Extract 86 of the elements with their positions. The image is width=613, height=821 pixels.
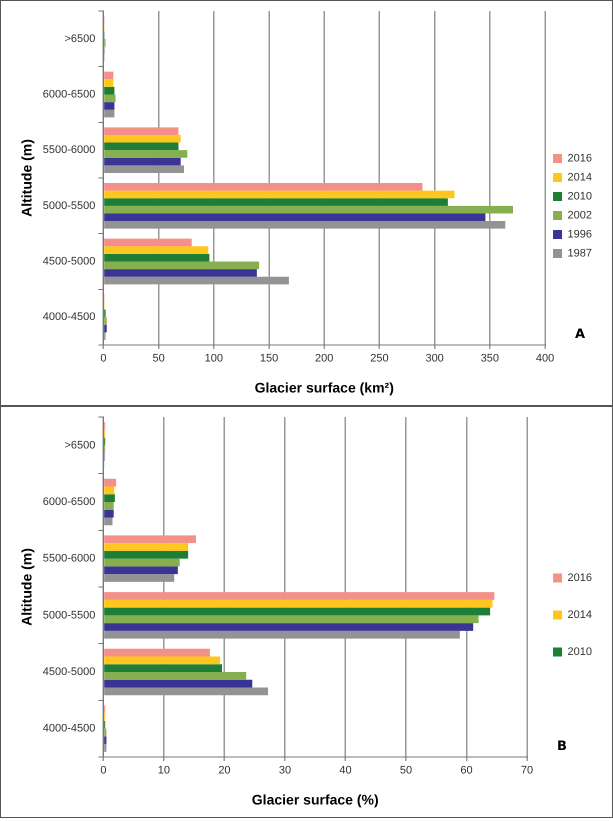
legend-label: 2014	[568, 609, 592, 622]
y-tick-label: 4500-5000	[42, 256, 96, 268]
bar	[104, 86, 114, 94]
y-tick-label: >6500	[64, 32, 96, 45]
bar	[104, 680, 252, 688]
legend-label: 1987	[568, 248, 592, 260]
bar	[104, 262, 260, 270]
bar	[104, 486, 114, 494]
bar	[104, 158, 181, 166]
y-tick-label: 5500-6000	[42, 552, 96, 565]
y-tick-label: 4000-4500	[42, 311, 96, 324]
x-tick-label: 200	[315, 352, 334, 365]
x-tick-label: 0	[100, 764, 106, 777]
bar	[104, 246, 208, 254]
bar	[104, 623, 474, 631]
x-tick-label: 350	[480, 352, 500, 365]
bar	[104, 664, 222, 672]
y-tick-label: 6000-6500	[42, 496, 96, 508]
bar	[104, 510, 114, 518]
legend-label: 2014	[568, 172, 592, 184]
bar	[104, 656, 220, 664]
bar	[104, 615, 479, 624]
y-axis-title: Altitude (m)	[18, 139, 34, 217]
x-axis-title: Glacier surface (%)	[252, 791, 379, 808]
bar	[104, 142, 178, 150]
bar	[104, 72, 114, 80]
text: A	[575, 326, 586, 342]
bar	[104, 198, 448, 206]
bar	[104, 150, 188, 158]
y-axis-title: Altitude (m)	[18, 548, 34, 626]
y-tick-label: 5000-5500	[42, 200, 96, 212]
bar	[104, 494, 115, 502]
x-axis-title: Glacier surface (km²)	[254, 379, 394, 396]
x-tick-label: 40	[339, 764, 352, 777]
bar	[104, 502, 114, 510]
bar	[104, 79, 114, 87]
bar	[104, 566, 178, 574]
x-tick-label: 60	[460, 764, 473, 777]
bar	[104, 269, 257, 277]
x-tick-label: 50	[400, 764, 412, 777]
bar	[104, 543, 188, 551]
bar	[104, 254, 210, 262]
legend-label: 1996	[568, 228, 592, 241]
bar	[104, 94, 116, 102]
bar	[104, 558, 180, 566]
bar	[104, 206, 514, 214]
bar	[104, 190, 454, 198]
legend-label: 2010	[568, 646, 592, 658]
bar	[104, 127, 178, 135]
legend-label: 2002	[568, 210, 592, 222]
x-tick-label: 0	[100, 352, 106, 365]
bar	[104, 324, 107, 332]
legend-label: 2010	[568, 190, 592, 203]
bar	[104, 648, 210, 657]
bar	[104, 102, 114, 110]
bar	[104, 317, 107, 325]
x-tick-label: 300	[425, 352, 444, 365]
bar	[104, 478, 116, 487]
y-tick-label: 6000-6500	[42, 88, 96, 101]
x-tick-label: 70	[520, 764, 534, 777]
y-tick-label: 4000-4500	[42, 722, 96, 735]
bar	[104, 183, 422, 191]
bar	[104, 213, 486, 222]
bar	[104, 535, 196, 544]
x-tick-label: 50	[152, 352, 165, 365]
x-tick-label: 20	[218, 764, 231, 777]
bar	[104, 600, 493, 608]
legend-label: 2016	[568, 152, 592, 165]
x-tick-label: 10	[158, 764, 170, 777]
x-tick-label: 30	[278, 764, 292, 777]
x-tick-label: 400	[536, 352, 554, 365]
bar	[104, 672, 246, 680]
y-tick-label: 4500-5000	[42, 666, 96, 678]
bar	[104, 608, 490, 616]
y-tick-label: >6500	[64, 439, 96, 452]
bar	[104, 550, 188, 559]
text: B	[557, 738, 567, 754]
bar	[104, 134, 181, 143]
bar	[104, 238, 192, 246]
legend-label: 2016	[568, 572, 592, 584]
x-tick-label: 100	[204, 352, 223, 365]
x-tick-label: 250	[370, 352, 389, 365]
y-tick-label: 5000-5500	[42, 609, 96, 622]
bar	[104, 592, 494, 600]
x-tick-label: 150	[260, 352, 278, 365]
y-tick-label: 5500-6000	[42, 144, 96, 156]
